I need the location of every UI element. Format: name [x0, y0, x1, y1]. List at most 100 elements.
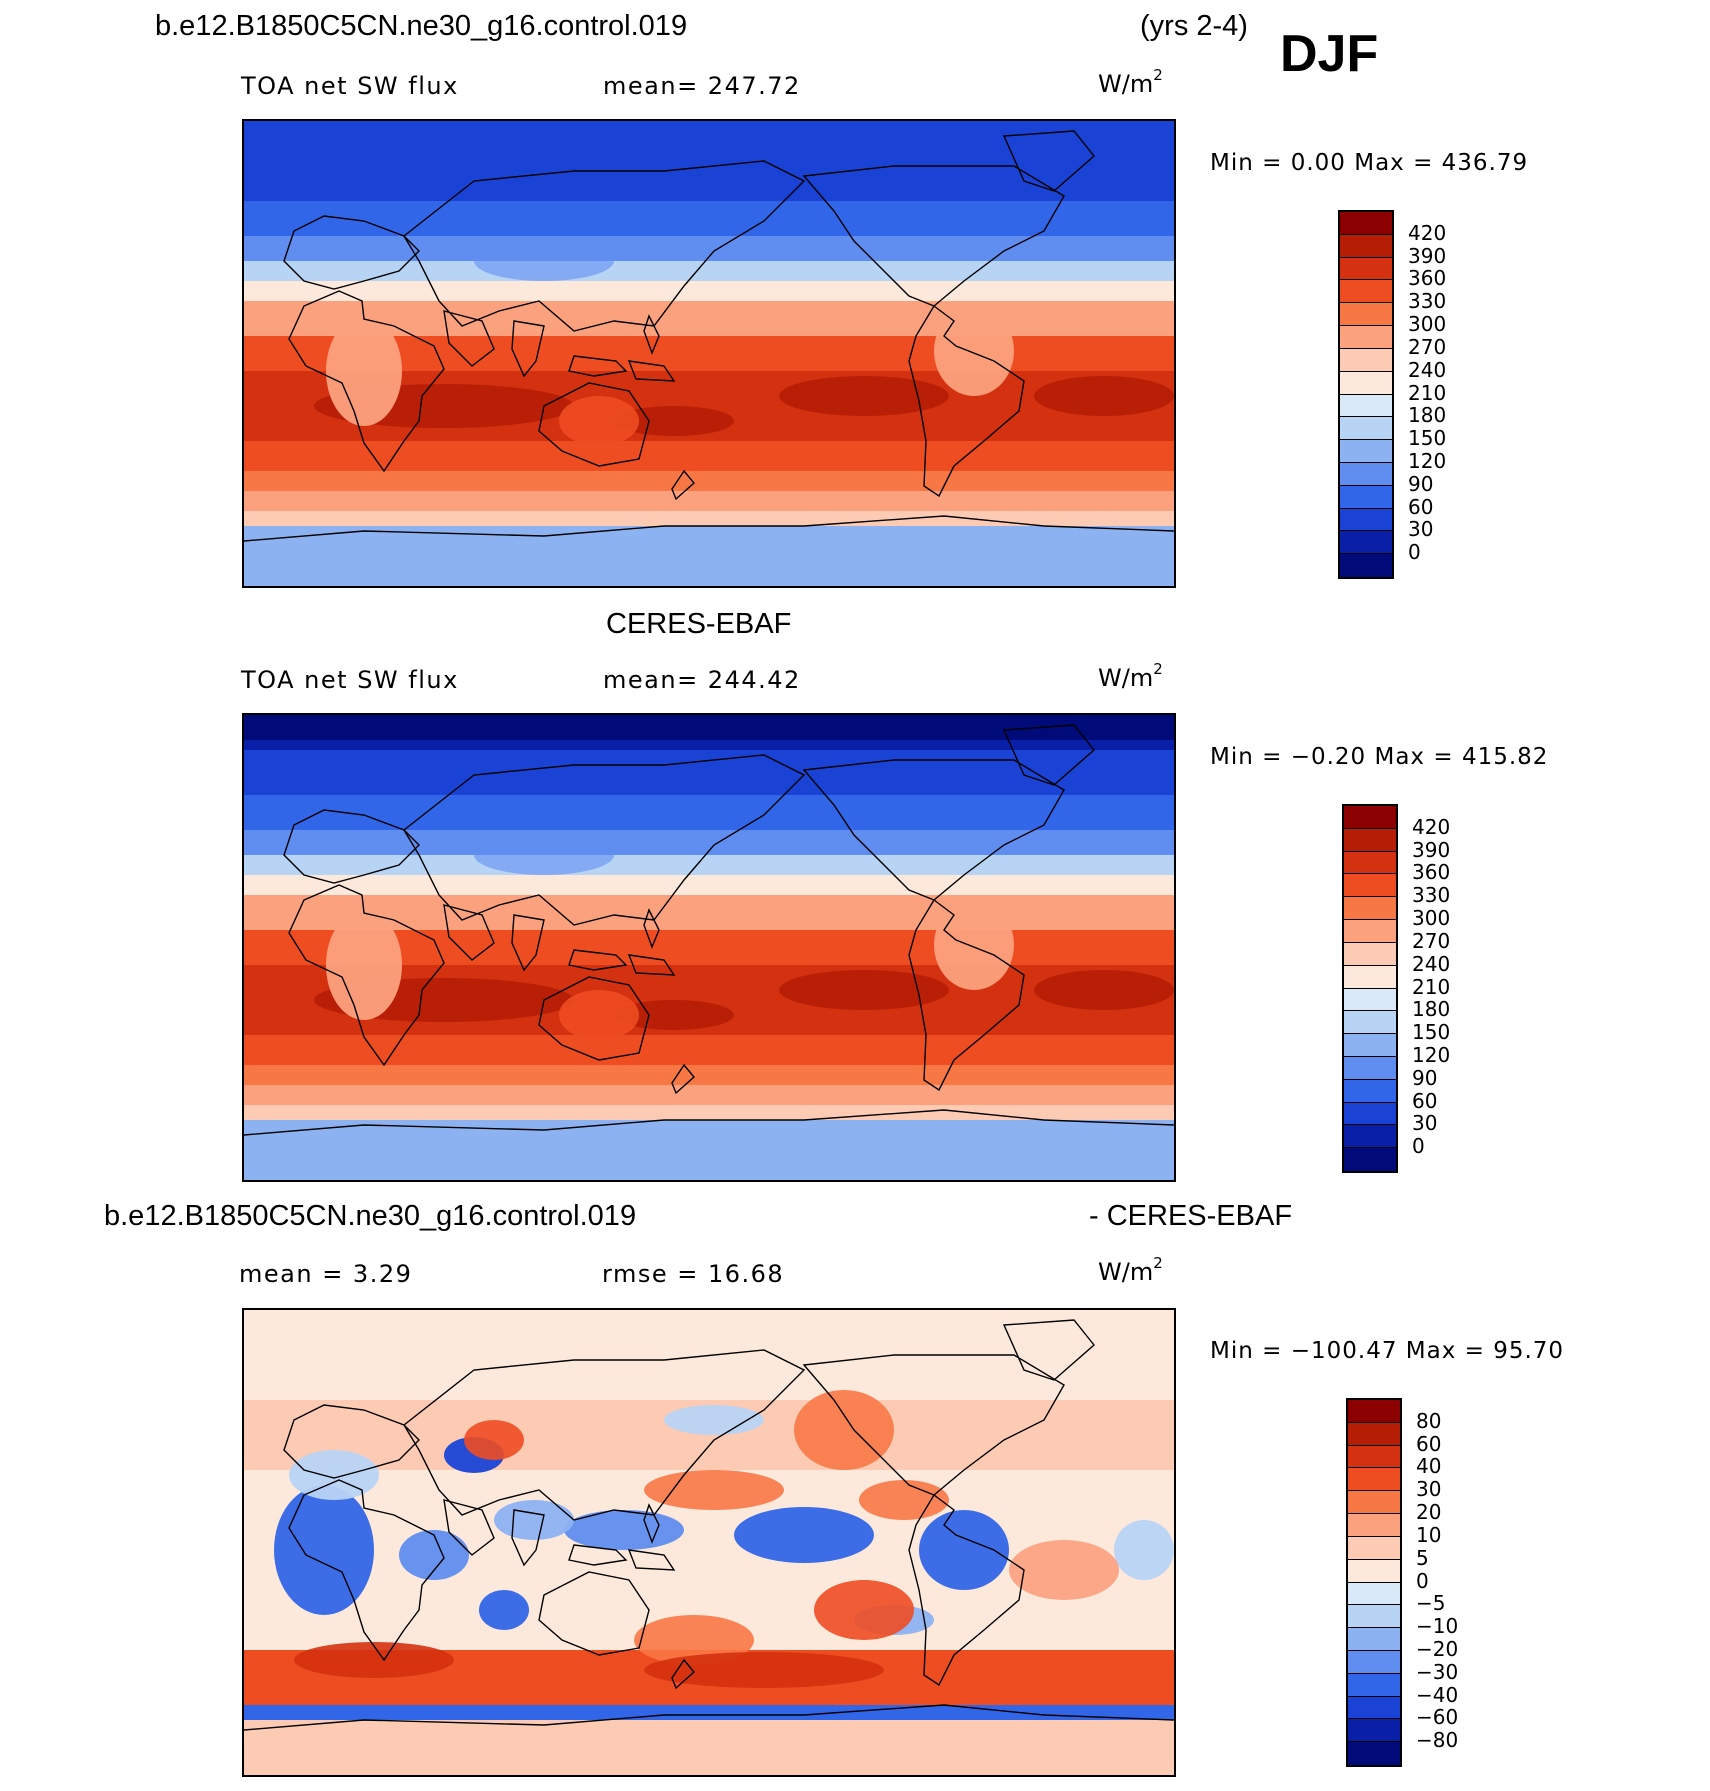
colorbar-label: 0 — [1408, 540, 1421, 565]
colorbar-label: −40 — [1416, 1682, 1459, 1707]
colorbar-swatch — [1340, 371, 1392, 395]
colorbar-label: −60 — [1416, 1705, 1459, 1730]
panel2-colorbar — [1342, 804, 1398, 1173]
colorbar-label: 80 — [1416, 1408, 1442, 1433]
colorbar-label: 390 — [1412, 837, 1451, 862]
colorbar-label: 30 — [1412, 1111, 1438, 1136]
colorbar-label: 420 — [1412, 814, 1451, 839]
colorbar-label: 210 — [1408, 380, 1447, 405]
colorbar-swatch — [1344, 1148, 1396, 1171]
panel1-colorbar — [1338, 210, 1394, 579]
panel3-rmse: rmse = 16.68 — [602, 1260, 785, 1288]
colorbar-label: 5 — [1416, 1545, 1429, 1570]
panel2-units: W/m2 — [1098, 660, 1163, 692]
panel2-mean: mean= 244.42 — [603, 666, 801, 694]
colorbar-swatch — [1340, 212, 1392, 235]
colorbar-label: 300 — [1408, 312, 1447, 337]
panel3-colorbar — [1346, 1398, 1402, 1767]
colorbar-swatch — [1340, 417, 1392, 441]
panel3-minmax: Min = −100.47 Max = 95.70 — [1210, 1338, 1565, 1364]
colorbar-swatch — [1348, 1514, 1400, 1537]
panel3-mean: mean = 3.29 — [239, 1260, 413, 1288]
colorbar-swatch — [1340, 508, 1392, 532]
colorbar-swatch — [1344, 988, 1396, 1012]
colorbar-swatch — [1348, 1605, 1400, 1629]
colorbar-label: 390 — [1408, 243, 1447, 268]
colorbar-label: 360 — [1412, 860, 1451, 885]
colorbar-label: 180 — [1412, 997, 1451, 1022]
years-label: (yrs 2-4) — [1140, 10, 1248, 42]
colorbar-label: −10 — [1416, 1614, 1459, 1639]
colorbar-label: −5 — [1416, 1591, 1446, 1616]
colorbar-label: 270 — [1408, 334, 1447, 359]
colorbar-swatch — [1348, 1422, 1400, 1446]
panel2-variable: TOA net SW flux — [241, 666, 459, 694]
colorbar-swatch — [1348, 1468, 1400, 1492]
colorbar-swatch — [1344, 1102, 1396, 1126]
colorbar-swatch — [1348, 1491, 1400, 1515]
colorbar-swatch — [1340, 485, 1392, 509]
colorbar-swatch — [1348, 1400, 1400, 1423]
colorbar-label: −20 — [1416, 1636, 1459, 1661]
colorbar-swatch — [1348, 1628, 1400, 1651]
colorbar-swatch — [1348, 1445, 1400, 1469]
colorbar-label: 330 — [1412, 883, 1451, 908]
colorbar-swatch — [1340, 554, 1392, 577]
colorbar-swatch — [1344, 1011, 1396, 1035]
colorbar-label: 10 — [1416, 1522, 1442, 1547]
colorbar-swatch — [1344, 828, 1396, 852]
map-canvas — [244, 121, 1174, 586]
panel2-minmax: Min = −0.20 Max = 415.82 — [1210, 744, 1549, 770]
colorbar-swatch — [1348, 1742, 1400, 1765]
colorbar-swatch — [1344, 1056, 1396, 1080]
colorbar-swatch — [1340, 531, 1392, 555]
panel1-map — [242, 119, 1176, 588]
colorbar-swatch — [1344, 1079, 1396, 1103]
colorbar-label: 270 — [1412, 928, 1451, 953]
panel3-units: W/m2 — [1098, 1254, 1163, 1286]
colorbar-swatch — [1340, 303, 1392, 327]
panel2-map — [242, 713, 1176, 1182]
colorbar-label: 300 — [1412, 906, 1451, 931]
panel1-minmax: Min = 0.00 Max = 436.79 — [1210, 150, 1529, 176]
colorbar-swatch — [1344, 942, 1396, 966]
colorbar-swatch — [1348, 1536, 1400, 1560]
colorbar-label: 240 — [1408, 357, 1447, 382]
colorbar-swatch — [1344, 874, 1396, 898]
colorbar-swatch — [1344, 1034, 1396, 1057]
colorbar-swatch — [1344, 897, 1396, 921]
colorbar-swatch — [1348, 1582, 1400, 1606]
colorbar-swatch — [1344, 806, 1396, 829]
colorbar-label: 120 — [1412, 1042, 1451, 1067]
colorbar-swatch — [1340, 326, 1392, 349]
colorbar-label: 60 — [1408, 494, 1434, 519]
colorbar-label: 210 — [1412, 974, 1451, 999]
colorbar-swatch — [1340, 394, 1392, 418]
case-title: b.e12.B1850C5CN.ne30_g16.control.019 — [155, 10, 688, 42]
season-label: DJF — [1280, 25, 1379, 83]
colorbar-swatch — [1340, 348, 1392, 372]
panel1-units: W/m2 — [1098, 66, 1163, 98]
colorbar-swatch — [1340, 462, 1392, 486]
colorbar-label: 30 — [1408, 517, 1434, 542]
colorbar-label: 90 — [1408, 471, 1434, 496]
panel3-title-right: - CERES-EBAF — [1089, 1200, 1293, 1232]
colorbar-label: 240 — [1412, 951, 1451, 976]
colorbar-label: −30 — [1416, 1659, 1459, 1684]
colorbar-label: 330 — [1408, 289, 1447, 314]
colorbar-label: 150 — [1408, 426, 1447, 451]
colorbar-swatch — [1348, 1650, 1400, 1674]
colorbar-swatch — [1344, 1125, 1396, 1149]
colorbar-swatch — [1348, 1559, 1400, 1583]
panel1-mean: mean= 247.72 — [603, 72, 801, 100]
colorbar-swatch — [1344, 920, 1396, 943]
colorbar-label: 60 — [1412, 1088, 1438, 1113]
colorbar-label: 40 — [1416, 1454, 1442, 1479]
colorbar-label: 360 — [1408, 266, 1447, 291]
map-canvas — [244, 1310, 1174, 1775]
panel3-map — [242, 1308, 1176, 1777]
colorbar-swatch — [1340, 280, 1392, 304]
colorbar-swatch — [1340, 257, 1392, 281]
colorbar-swatch — [1344, 965, 1396, 989]
map-canvas — [244, 715, 1174, 1180]
